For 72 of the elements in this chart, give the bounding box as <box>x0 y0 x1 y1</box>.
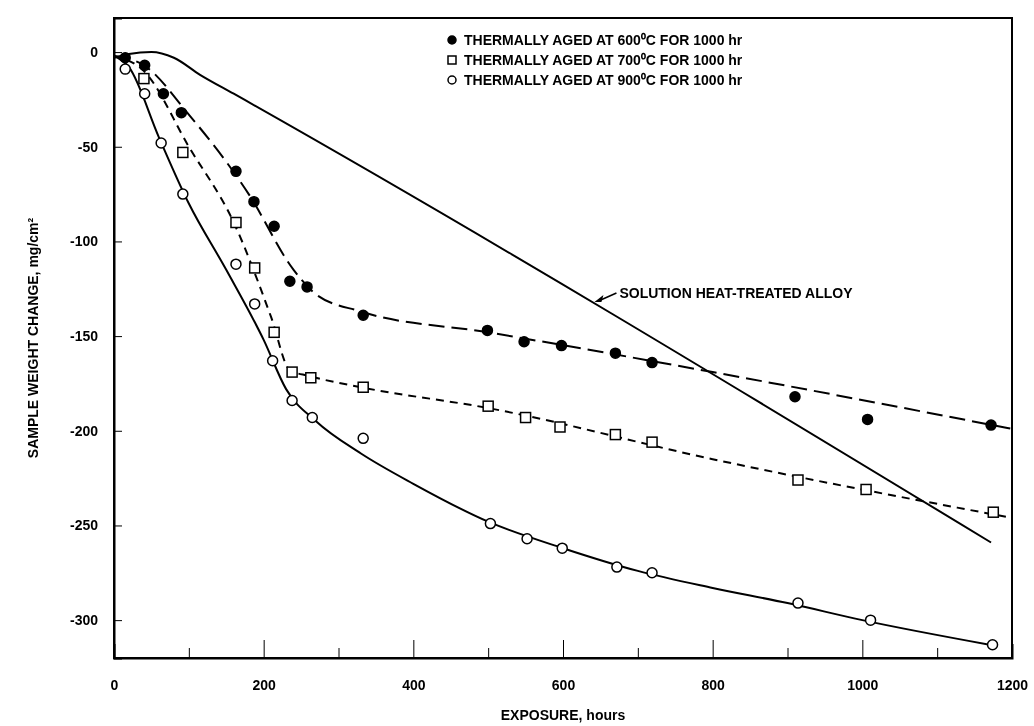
y-axis-title: SAMPLE WEIGHT CHANGE, mg/cm² <box>25 217 41 459</box>
x-tick-label: 1000 <box>847 676 879 693</box>
point <box>987 506 1000 518</box>
point <box>555 339 568 352</box>
point <box>609 347 622 359</box>
point <box>554 421 566 433</box>
point <box>864 614 877 626</box>
x-tick-label: 400 <box>402 676 426 693</box>
point <box>609 428 622 441</box>
point <box>138 59 151 72</box>
point <box>792 474 804 486</box>
y-tick-label: -200 <box>69 422 99 439</box>
point <box>518 336 530 348</box>
point <box>305 372 317 384</box>
annotation: SOLUTION HEAT-TREATED ALLOY <box>619 285 854 302</box>
point <box>230 165 242 178</box>
point <box>521 532 533 545</box>
x-tick-label: 0 <box>110 676 119 693</box>
point <box>268 220 280 233</box>
point <box>177 188 189 200</box>
point <box>119 63 131 75</box>
x-axis-title: EXPOSURE, hours <box>500 707 626 723</box>
point <box>248 262 261 274</box>
point <box>248 195 260 208</box>
point <box>481 324 494 337</box>
point <box>248 298 261 310</box>
point <box>119 52 131 64</box>
point <box>646 356 658 369</box>
y-tick-label: -250 <box>69 517 99 534</box>
point <box>357 381 369 393</box>
point <box>266 354 279 367</box>
x-tick-label: 200 <box>252 676 277 693</box>
legend-label: THERMALLY AGED AT 700⁰C FOR 1000 hr <box>464 52 743 68</box>
point <box>792 597 804 609</box>
point <box>646 436 658 448</box>
point <box>556 542 568 554</box>
point <box>268 326 280 339</box>
point <box>789 390 801 403</box>
point <box>155 137 167 149</box>
point <box>484 517 497 530</box>
point <box>861 413 874 426</box>
point <box>286 394 298 407</box>
point <box>519 411 532 424</box>
point <box>357 309 369 322</box>
point <box>357 432 369 445</box>
y-tick-label: -100 <box>69 233 99 250</box>
y-tick-label: -300 <box>69 612 99 629</box>
y-tick-label: -50 <box>77 138 99 155</box>
point <box>284 275 296 287</box>
point <box>646 567 658 579</box>
y-tick-label: 0 <box>90 44 99 61</box>
y-tick-label: -150 <box>69 328 99 345</box>
point <box>985 419 997 431</box>
point <box>230 258 242 270</box>
legend-label: THERMALLY AGED AT 900⁰C FOR 1000 hr <box>464 72 743 88</box>
point <box>301 281 313 293</box>
x-tick-label: 800 <box>701 676 726 693</box>
legend-label: THERMALLY AGED AT 600⁰C FOR 1000 hr <box>464 32 743 48</box>
point <box>611 561 623 573</box>
point <box>860 483 872 496</box>
point <box>138 87 151 100</box>
point <box>175 106 188 119</box>
point <box>306 411 319 424</box>
x-tick-label: 1200 <box>996 676 1029 693</box>
x-tick-label: 600 <box>551 676 576 693</box>
point <box>138 72 150 85</box>
point <box>177 146 189 159</box>
point <box>286 366 298 378</box>
point <box>230 216 242 229</box>
point <box>986 639 999 651</box>
point <box>157 87 170 100</box>
point <box>482 400 494 412</box>
